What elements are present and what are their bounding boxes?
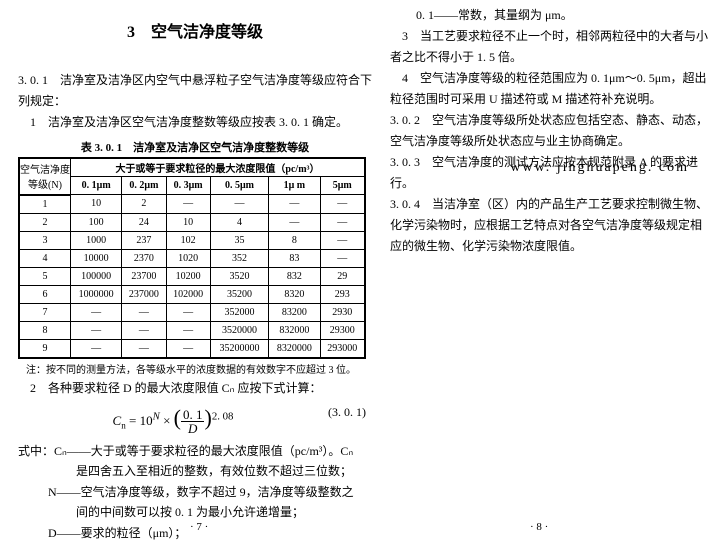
table-row: 31000237102358— (19, 231, 365, 249)
formula-number: (3. 0. 1) (328, 405, 366, 420)
page-number-left: · 7 · (190, 521, 208, 533)
col-1: 1μ m (269, 177, 320, 195)
clause-3-0-1-item2: 2 各种要求粒径 D 的最大浓度限值 Cₙ 应按下式计算： (18, 378, 372, 399)
col-0.5: 0. 5μm (210, 177, 268, 195)
clause-3-0-1-item1: 1 洁净室及洁净区空气洁净度整数等级应按表 3. 0. 1 确定。 (18, 112, 372, 133)
cleanliness-table: 空气洁净度 等级(N) 大于或等于要求粒径的最大浓度限值（pc/m³） 0. 1… (18, 157, 366, 359)
table-row: 210024104—— (19, 213, 365, 231)
symbol-0-1-constant: 0. 1——常数，其量纲为 μm。 (390, 5, 711, 26)
table-row: 61000000237000102000352008320293 (19, 285, 365, 303)
col-5: 5μm (320, 177, 365, 195)
symbol-Cn-line1: 式中：Cₙ——大于或等于要求粒径的最大浓度限值（pc/m³）。Cₙ (18, 441, 372, 461)
table-row: 4100002370102035283— (19, 249, 365, 267)
table-caption: 表 3. 0. 1 洁净室及洁净区空气洁净度整数等级 (18, 139, 372, 155)
clause-3-0-1-item3: 3 当工艺要求粒径不止一个时，相邻两粒径中的大者与小者之比不得小于 1. 5 倍… (390, 26, 711, 68)
table-header-span: 大于或等于要求粒径的最大浓度限值（pc/m³） (71, 158, 366, 177)
symbol-Cn-line2: 是四舍五入至相近的整数，有效位数不超过三位数； (18, 461, 372, 481)
clause-3-0-1-item4: 4 空气洁净度等级的粒径范围应为 0. 1μm～0. 5μm，超出粒径范围时可采… (390, 68, 711, 110)
two-column-page: 3 空气洁净度等级 3. 0. 1 洁净室及洁净区内空气中悬浮粒子空气洁净度等级… (0, 0, 719, 543)
clause-3-0-1: 3. 0. 1 洁净室及洁净区内空气中悬浮粒子空气洁净度等级应符合下列规定： (18, 70, 372, 112)
table-row: 9———352000008320000293000 (19, 339, 365, 358)
clause-3-0-2: 3. 0. 2 空气洁净度等级所处状态应包括空态、静态、动态，空气洁净度等级所处… (390, 110, 711, 152)
table-rowhead: 空气洁净度 等级(N) (19, 158, 71, 195)
symbol-N-line2: 间的中间数可以按 0. 1 为最小允许递增量； (18, 502, 372, 522)
table-header-row-2: 0. 1μm 0. 2μm 0. 3μm 0. 5μm 1μ m 5μm (19, 177, 365, 195)
rowhead-l1: 空气洁净度 (20, 165, 70, 176)
formula-3-0-1: Cn = 10N × (0. 1D)2. 08 (3. 0. 1) (18, 405, 372, 436)
rowhead-l2: 等级(N) (28, 180, 62, 191)
table-note: 注：按不同的测量方法，各等级水平的浓度数据的有效数字不应超过 3 位。 (26, 361, 372, 376)
right-column: 0. 1——常数，其量纲为 μm。 3 当工艺要求粒径不止一个时，相邻两粒径中的… (380, 0, 719, 543)
table-header-row-1: 空气洁净度 等级(N) 大于或等于要求粒径的最大浓度限值（pc/m³） (19, 158, 365, 177)
col-0.2: 0. 2μm (122, 177, 166, 195)
table-row: 1102———— (19, 195, 365, 214)
table-row: 51000002370010200352083229 (19, 267, 365, 285)
left-column: 3 空气洁净度等级 3. 0. 1 洁净室及洁净区内空气中悬浮粒子空气洁净度等级… (0, 0, 380, 543)
symbol-N-line1: N——空气洁净度等级，数字不超过 9，洁净度等级整数之 (18, 482, 372, 502)
watermark-url: www. jinghuapeng. com (510, 160, 689, 176)
table-row: 7———352000832002930 (19, 303, 365, 321)
col-0.1: 0. 1μm (71, 177, 122, 195)
clause-3-0-4: 3. 0. 4 当洁净室（区）内的产品生产工艺要求控制微生物、化学污染物时，应根… (390, 194, 711, 257)
section-heading: 3 空气洁净度等级 (18, 18, 372, 42)
table-row: 8———352000083200029300 (19, 321, 365, 339)
col-0.3: 0. 3μm (166, 177, 210, 195)
page-number-right: · 8 · (530, 521, 548, 533)
